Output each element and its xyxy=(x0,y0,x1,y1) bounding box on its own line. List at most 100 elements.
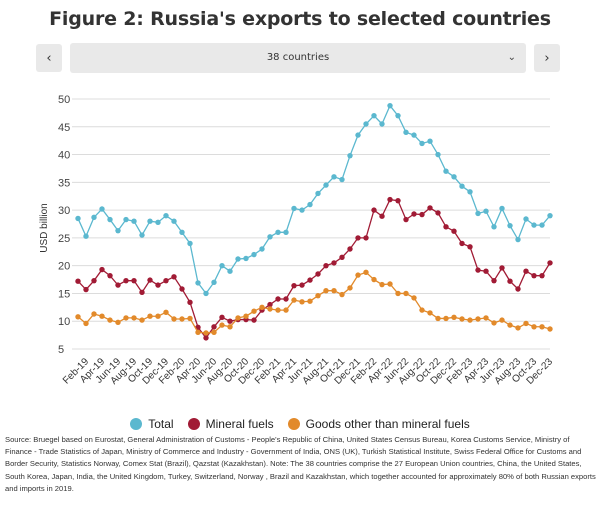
legend-item[interactable]: Mineral fuels xyxy=(187,417,274,431)
data-point xyxy=(179,229,185,236)
data-point xyxy=(227,268,233,274)
data-point xyxy=(219,262,225,269)
data-point xyxy=(315,271,321,277)
data-point xyxy=(267,301,273,308)
data-point xyxy=(363,235,369,241)
legend-item[interactable]: Goods other than mineral fuels xyxy=(287,417,470,431)
data-point xyxy=(451,174,457,180)
data-point xyxy=(195,329,201,336)
data-point xyxy=(483,315,489,321)
data-point xyxy=(459,316,465,322)
data-point xyxy=(531,272,537,279)
legend-label: Total xyxy=(148,417,174,431)
data-point xyxy=(483,208,489,214)
data-point xyxy=(91,277,97,284)
data-point xyxy=(131,315,137,321)
data-point xyxy=(91,214,97,221)
data-point xyxy=(459,240,465,247)
data-point xyxy=(155,282,161,288)
data-point xyxy=(147,277,153,283)
next-button[interactable]: › xyxy=(534,44,560,72)
data-point xyxy=(395,112,401,119)
data-point xyxy=(523,320,529,327)
data-point xyxy=(155,313,161,319)
data-point xyxy=(467,317,473,323)
data-point xyxy=(307,298,313,304)
data-point xyxy=(75,314,81,320)
data-point xyxy=(403,216,409,223)
data-point xyxy=(147,218,153,224)
data-point xyxy=(339,291,345,298)
data-point xyxy=(275,307,281,313)
data-point xyxy=(291,282,297,289)
series-1 xyxy=(75,196,553,341)
data-point xyxy=(331,260,337,266)
data-point xyxy=(163,309,169,316)
data-point xyxy=(339,254,345,261)
data-point xyxy=(243,313,249,319)
data-point xyxy=(435,210,441,216)
data-point xyxy=(427,205,433,211)
data-point xyxy=(475,267,481,273)
data-point xyxy=(443,315,449,322)
data-point xyxy=(507,222,513,229)
data-point xyxy=(539,324,545,330)
data-point xyxy=(499,205,505,212)
data-point xyxy=(491,277,497,284)
data-point xyxy=(491,320,497,326)
data-point xyxy=(99,266,105,273)
data-point xyxy=(355,132,361,138)
data-point xyxy=(267,306,273,312)
data-point xyxy=(491,224,497,230)
data-point xyxy=(419,307,425,313)
data-point xyxy=(211,324,217,330)
data-point xyxy=(523,216,529,222)
data-point xyxy=(443,168,449,174)
data-point xyxy=(187,315,193,322)
data-point xyxy=(419,140,425,147)
data-point xyxy=(131,218,137,224)
data-point xyxy=(379,121,385,127)
data-point xyxy=(411,295,417,301)
data-point xyxy=(195,324,201,331)
y-tick-label: 25 xyxy=(58,233,70,245)
data-point xyxy=(307,201,313,208)
y-tick-label: 40 xyxy=(58,150,70,162)
data-point xyxy=(459,183,465,189)
data-point xyxy=(347,152,353,159)
data-point xyxy=(291,205,297,212)
data-point xyxy=(203,335,209,341)
previous-button[interactable]: ‹ xyxy=(36,44,62,72)
source-note: Source: Bruegel based on Eurostat, Gener… xyxy=(5,435,596,493)
data-point xyxy=(75,215,81,222)
data-point xyxy=(83,320,89,327)
data-point xyxy=(483,268,489,274)
data-point xyxy=(371,207,377,213)
data-point xyxy=(387,102,393,109)
data-point xyxy=(315,292,321,299)
country-group-select[interactable]: 38 countries ⌄ xyxy=(70,43,526,73)
data-point xyxy=(379,213,385,219)
data-point xyxy=(419,211,425,218)
data-point xyxy=(307,277,313,283)
data-point xyxy=(467,189,473,195)
data-point xyxy=(435,151,441,158)
data-point xyxy=(83,286,89,293)
series-lines xyxy=(75,102,553,341)
data-point xyxy=(451,228,457,234)
data-point xyxy=(163,212,169,219)
data-point xyxy=(299,282,305,288)
data-point xyxy=(139,289,145,296)
legend-swatch xyxy=(130,418,143,430)
data-point xyxy=(355,272,361,278)
data-point xyxy=(251,308,257,314)
data-point xyxy=(123,216,129,223)
data-point xyxy=(195,280,201,286)
legend-item[interactable]: Total xyxy=(130,417,174,431)
data-point xyxy=(227,324,233,330)
data-point xyxy=(331,174,337,180)
data-point xyxy=(187,240,193,247)
data-point xyxy=(139,232,145,238)
data-point xyxy=(539,272,545,279)
data-point xyxy=(283,296,289,302)
